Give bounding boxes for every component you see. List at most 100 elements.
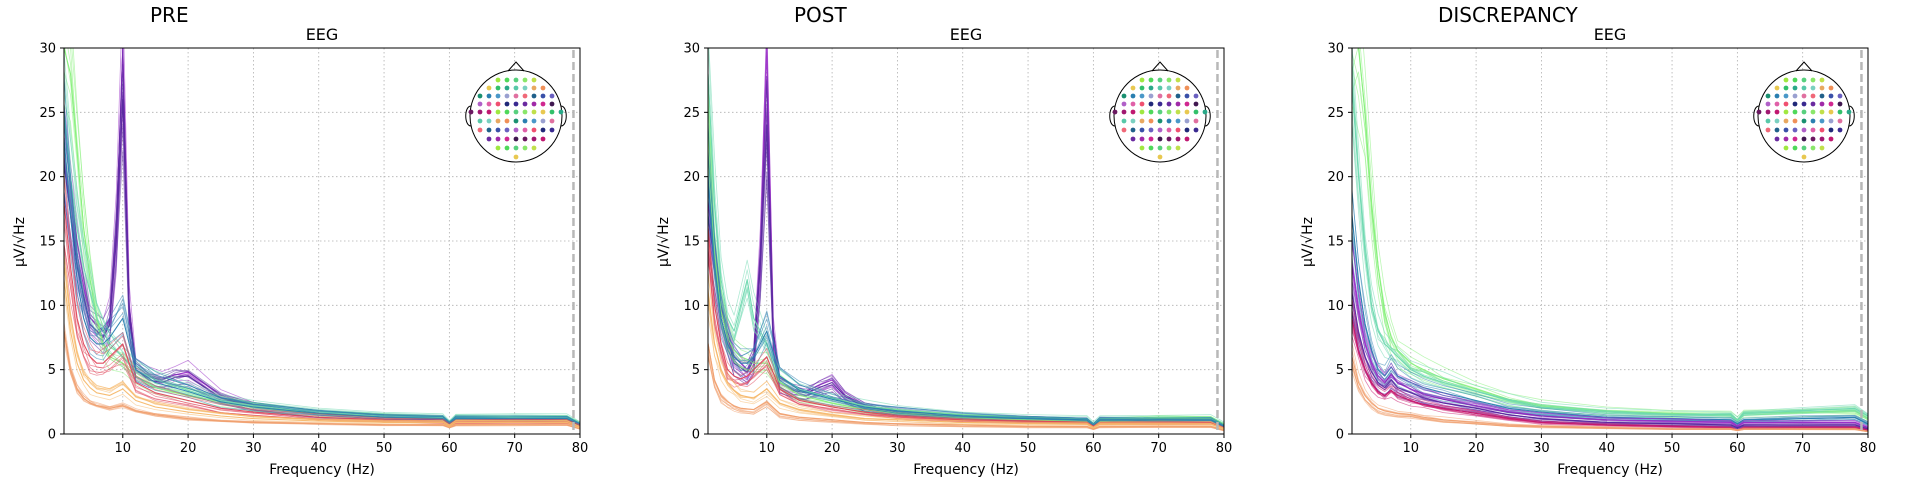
sensor-dot	[522, 85, 528, 91]
sensor-dot	[540, 85, 546, 91]
sensor-dot	[1139, 136, 1145, 142]
psd-lines	[64, 48, 580, 430]
sensor-dot	[1810, 127, 1816, 133]
x-tick-label: 70	[1150, 441, 1167, 456]
sensor-head-legend	[465, 61, 567, 163]
sensor-dot	[1819, 77, 1825, 83]
sensor-dot	[513, 127, 519, 133]
series-line	[1352, 272, 1868, 429]
sensor-dot	[1792, 145, 1798, 151]
sensor-dot	[1166, 145, 1172, 151]
sensor-dot	[1783, 77, 1789, 83]
sensor-dot	[513, 77, 519, 83]
sensor-dot	[522, 136, 528, 142]
sensor-dot	[1148, 127, 1154, 133]
y-axis-label: µV/√Hz	[1300, 217, 1316, 267]
series-line	[708, 237, 1224, 428]
y-tick-label: 25	[39, 106, 56, 121]
series-line	[64, 107, 580, 425]
sensor-dot	[513, 118, 519, 124]
series-line	[1352, 372, 1868, 433]
sensor-dot	[1130, 93, 1136, 99]
series-line	[708, 48, 1224, 423]
sensor-dot	[1774, 127, 1780, 133]
series-line	[708, 176, 1224, 427]
series-line	[64, 173, 580, 426]
series-line	[1352, 215, 1868, 425]
sensor-dot	[477, 109, 483, 115]
sensor-dot	[1148, 136, 1154, 142]
sensor-dot	[522, 77, 528, 83]
sensor-dot	[1130, 109, 1136, 115]
sensor-dot	[1783, 118, 1789, 124]
series-line	[64, 48, 580, 424]
series-line	[64, 254, 580, 428]
sensor-dot	[1810, 93, 1816, 99]
x-tick-label: 80	[572, 441, 589, 456]
series-line	[708, 287, 1224, 430]
sensor-dot	[1148, 118, 1154, 124]
sensor-dot	[504, 109, 510, 115]
sensor-dot	[549, 93, 555, 99]
psd-lines	[708, 48, 1224, 432]
series-line	[72, 48, 580, 423]
y-tick-label: 30	[683, 42, 700, 57]
sensor-dot	[1184, 101, 1190, 107]
sensor-dot	[477, 101, 483, 107]
sensor-dot	[1819, 127, 1825, 133]
sensor-dot	[1783, 136, 1789, 142]
psd-lines	[1352, 48, 1868, 433]
sensor-dot	[1801, 101, 1807, 107]
series-line	[64, 123, 580, 424]
sensor-dot	[1810, 118, 1816, 124]
sensor-dot	[1157, 77, 1163, 83]
y-tick-label: 0	[692, 428, 700, 443]
head-outline	[1113, 69, 1207, 163]
panel-title: EEG	[950, 25, 983, 44]
series-line	[708, 171, 1224, 428]
series-line	[1352, 235, 1868, 426]
sensor-dot	[1819, 109, 1825, 115]
sensor-dot	[1801, 136, 1807, 142]
series-line	[708, 291, 1224, 430]
sensor-dot	[1166, 109, 1172, 115]
sensor-dot	[1157, 93, 1163, 99]
series-line	[708, 273, 1224, 429]
x-tick-label: 60	[1085, 441, 1102, 456]
sensor-dot	[1184, 127, 1190, 133]
sensor-dot	[1148, 145, 1154, 151]
sensor-dot	[1765, 118, 1771, 124]
sensor-dot	[1792, 101, 1798, 107]
sensor-dot	[1130, 127, 1136, 133]
sensor-dot	[522, 118, 528, 124]
x-tick-label: 10	[115, 441, 132, 456]
sensor-dot	[486, 93, 492, 99]
sensor-dot	[504, 85, 510, 91]
sensor-dot	[468, 109, 474, 115]
nose	[507, 61, 525, 72]
sensor-dot	[531, 127, 537, 133]
sensor-dot	[1801, 93, 1807, 99]
sensor-dot	[486, 101, 492, 107]
sensor-dot	[1828, 85, 1834, 91]
sensor-dot	[1828, 127, 1834, 133]
x-tick-label: 30	[889, 441, 906, 456]
series-line	[1352, 285, 1868, 430]
sensor-dot	[1765, 93, 1771, 99]
sensor-dot	[522, 127, 528, 133]
sensor-dot	[1783, 101, 1789, 107]
series-line	[708, 169, 1224, 427]
sensor-dot	[540, 101, 546, 107]
sensor-dot	[513, 93, 519, 99]
sensor-dot	[1139, 77, 1145, 83]
sensor-dot	[1175, 127, 1181, 133]
sensor-dot	[531, 101, 537, 107]
sensor-dot	[1157, 85, 1163, 91]
sensor-dot	[1792, 85, 1798, 91]
series-line	[64, 279, 580, 429]
sensor-dot	[540, 118, 546, 124]
sensor-dot	[1139, 109, 1145, 115]
sensor-dot	[1184, 85, 1190, 91]
sensor-dot	[1792, 118, 1798, 124]
panel-post: POST EEG Frequency (Hz) µV/√Hz 10 20 30 40 5…	[656, 3, 1232, 478]
